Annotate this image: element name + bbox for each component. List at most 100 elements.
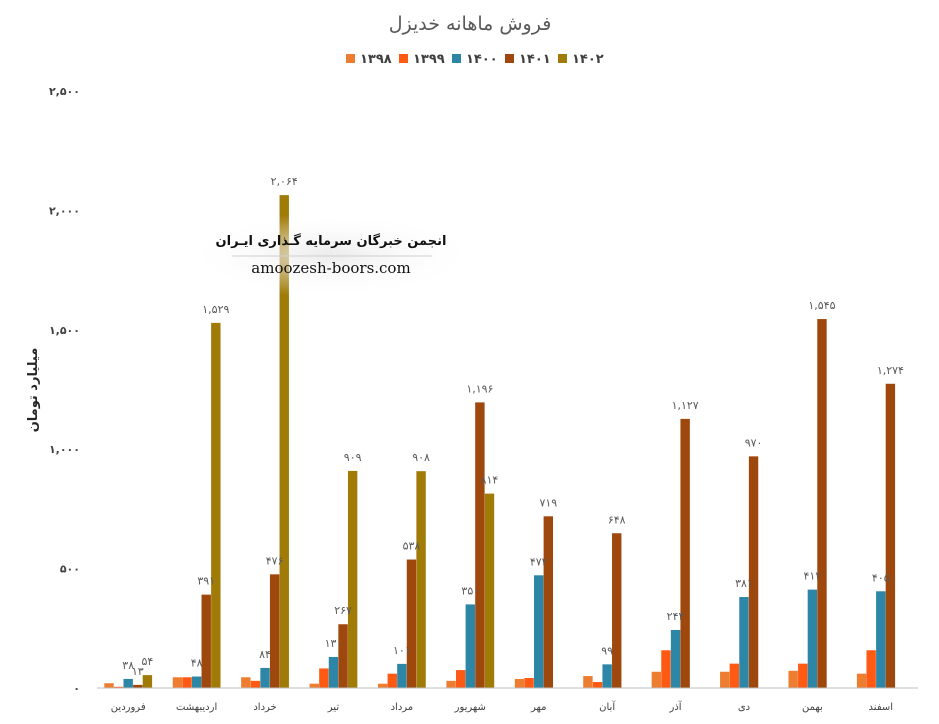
data-label: ۹۷۰: [745, 436, 763, 449]
legend-swatch: [346, 54, 355, 63]
data-label: ۷۱۹: [539, 496, 557, 509]
data-label: ۳۵۰: [461, 584, 479, 597]
legend-label: ۱۴۰۱: [519, 52, 551, 67]
data-label: ۹۰۹: [344, 451, 362, 464]
data-label: ۶۴۸: [608, 513, 626, 526]
bar: [866, 650, 876, 688]
legend-swatch: [452, 54, 461, 63]
watermark-glow: [181, 213, 481, 297]
data-label: ۱,۱۲۷: [672, 399, 699, 412]
data-label: ۵۴: [141, 655, 153, 668]
x-tick-label: فروردین: [111, 702, 146, 713]
bar: [885, 383, 896, 688]
data-label: ۳۸: [122, 659, 134, 672]
data-label: ۱۳: [132, 665, 144, 678]
data-label: ۸۴: [259, 648, 271, 661]
bar: [475, 402, 485, 688]
bar: [269, 574, 280, 688]
legend-label: ۱۴۰۲: [572, 52, 604, 67]
data-label: ۲,۰۶۴: [271, 175, 298, 188]
x-tick-label: اردیبهشت: [176, 702, 217, 713]
bar: [142, 675, 153, 688]
bar: [798, 663, 808, 688]
bar: [446, 680, 456, 688]
bar: [856, 673, 867, 688]
bar: [387, 673, 397, 688]
data-label: ۳۸۱: [735, 577, 753, 590]
legend-swatch: [399, 54, 408, 63]
data-label: ۱,۵۴۵: [808, 299, 835, 312]
data-label: ۴۱۲: [804, 570, 822, 583]
bar: [651, 671, 662, 688]
x-tick-label: خرداد: [253, 702, 276, 713]
x-tick-label: شهریور: [454, 702, 486, 713]
data-label: ۲۶۷: [334, 604, 352, 617]
x-tick-label: اسفند: [869, 702, 893, 713]
data-label: ۴۸: [191, 657, 203, 670]
bar: [484, 493, 495, 688]
legend-label: ۱۳۹۸: [360, 52, 392, 67]
y-tick-label: ۵۰۰: [60, 563, 80, 576]
bar: [739, 597, 749, 688]
x-axis: فروردین اردیبهشت خرداد تیر مرداد شهریور مهر آبا…: [111, 700, 893, 713]
bar: [397, 663, 407, 688]
bar: [543, 516, 554, 688]
bar: [612, 533, 622, 688]
legend-label: ۱۴۰۰: [466, 52, 498, 67]
x-tick-label: دی: [738, 702, 750, 713]
bar: [680, 418, 690, 688]
data-label: ۳۹۱: [197, 575, 215, 588]
y-axis: ۰ ۵۰۰ ۱,۰۰۰ ۱,۵۰۰ ۲,۰۰۰ ۲,۵۰۰: [49, 85, 80, 695]
x-tick-label: آبان: [599, 700, 616, 713]
bar: [465, 604, 475, 688]
data-label: ۵۳۸: [403, 540, 421, 553]
watermark-url: amoozesh-boors.com: [251, 259, 410, 277]
legend-swatch: [558, 54, 567, 63]
y-axis-label: میلیارد تومان: [26, 348, 41, 433]
bar: [876, 591, 886, 688]
bar: [319, 668, 329, 688]
data-label: ۱,۱۹۶: [466, 382, 493, 395]
bar: [583, 676, 593, 688]
y-tick-label: ۲,۰۰۰: [49, 204, 80, 217]
data-label: ۱۰۱: [393, 644, 411, 657]
x-tick-label: آذر: [669, 700, 683, 713]
data-label: ۹۰۸: [412, 451, 430, 464]
bars: [104, 195, 896, 688]
bar: [661, 650, 671, 688]
bar: [807, 589, 818, 688]
bar: [729, 663, 740, 688]
bar: [260, 667, 270, 688]
bar: [534, 575, 544, 688]
bar: [133, 684, 143, 688]
bar: [377, 683, 388, 688]
bar: [788, 670, 798, 688]
y-tick-label: ۱,۰۰۰: [49, 443, 80, 456]
bar: [592, 682, 603, 688]
bar: [241, 677, 251, 688]
data-label: ۱۳۰: [325, 637, 343, 650]
bar: [328, 656, 339, 688]
watermark-title: انجمن خبرگان سرمایه گـذاری ایـران: [216, 233, 447, 249]
x-tick-label: مرداد: [391, 702, 414, 713]
bar: [347, 470, 358, 688]
y-tick-label: ۲,۵۰۰: [49, 85, 80, 98]
bar: [524, 677, 534, 688]
x-tick-label: بهمن: [802, 702, 823, 713]
bar: [172, 677, 183, 688]
legend-swatch: [505, 54, 514, 63]
chart-title: فروش ماهانه خدیزل: [389, 13, 552, 35]
bar: [748, 456, 759, 688]
bar: [720, 671, 730, 688]
bar: [250, 680, 261, 688]
bar: [191, 676, 202, 688]
bar: [309, 683, 319, 688]
bar: [182, 677, 192, 688]
y-tick-label: ۱,۵۰۰: [49, 324, 80, 337]
bar: [201, 594, 211, 688]
data-label: ۸۱۴: [481, 474, 499, 487]
legend: ۱۳۹۸ ۱۳۹۹ ۱۴۰۰ ۱۴۰۱ ۱۴۰۲: [346, 52, 604, 67]
bar: [338, 624, 348, 688]
